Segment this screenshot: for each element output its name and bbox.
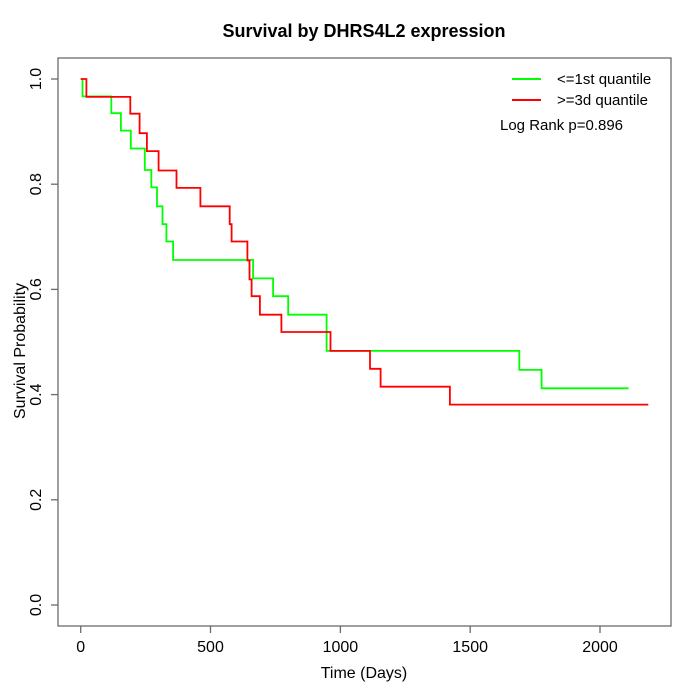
y-tick-label: 0.6 <box>28 278 45 300</box>
chart-title: Survival by DHRS4L2 expression <box>222 21 505 41</box>
legend-label-ge-3d-quantile: >=3d quantile <box>557 92 648 109</box>
y-tick-label: 0.2 <box>28 489 45 511</box>
x-tick-label: 1500 <box>452 639 488 656</box>
y-tick-label: 0.4 <box>28 383 45 405</box>
legend-label-le-1st-quantile: <=1st quantile <box>557 71 651 88</box>
y-axis-ticks: 0.0 0.2 0.4 0.6 0.8 1.0 <box>28 68 58 616</box>
x-tick-label: 1000 <box>323 639 359 656</box>
logrank-annotation: Log Rank p=0.896 <box>500 117 623 134</box>
y-tick-label: 0.8 <box>28 173 45 195</box>
x-axis-label: Time (Days) <box>321 665 408 682</box>
y-tick-label: 0.0 <box>28 594 45 616</box>
km-curves <box>80 78 649 406</box>
km-curve-ge-3d-quantile <box>80 78 649 406</box>
legend: <=1st quantile >=3d quantile Log Rank p=… <box>500 71 651 134</box>
plot-border <box>57 57 672 627</box>
y-tick-label: 1.0 <box>28 68 45 90</box>
y-axis-label: Survival Probability <box>12 283 29 419</box>
x-tick-label: 0 <box>76 639 85 656</box>
x-axis-ticks: 0 500 1000 1500 2000 <box>76 626 618 656</box>
x-tick-label: 2000 <box>582 639 618 656</box>
x-tick-label: 500 <box>197 639 224 656</box>
